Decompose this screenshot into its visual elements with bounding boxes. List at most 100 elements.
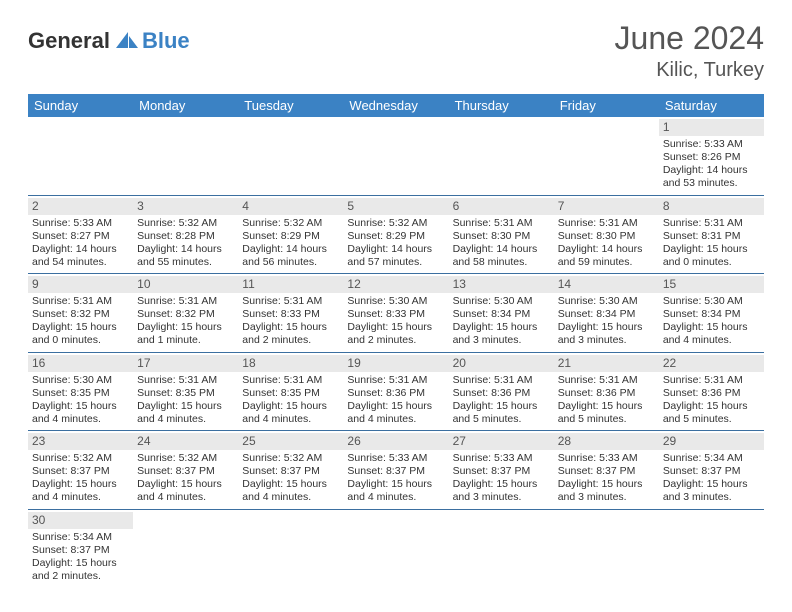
calendar-day-cell (238, 117, 343, 195)
calendar-day-cell: 8 Sunrise: 5:31 AMSunset: 8:31 PMDaylight… (659, 195, 764, 274)
calendar-day-cell: 22 Sunrise: 5:31 AMSunset: 8:36 PMDayligh… (659, 352, 764, 431)
calendar-day-cell: 26Sunrise: 5:33 AMSunset: 8:37 PMDayligh… (343, 431, 448, 510)
calendar-week-row: 16 Sunrise: 5:30 AM Sunset: 8:35 PM Dayligh… (28, 352, 764, 431)
calendar-week-row: 1Sunrise: 5:33 AMSunset: 8:26 PMDaylight… (28, 117, 764, 195)
day-number: 1 (659, 119, 764, 136)
sunrise-text: Sunrise: 5:32 AM (137, 217, 234, 230)
day-number: 28 (554, 433, 659, 450)
sunset-text: Sunset: 8:37 PM (137, 465, 234, 478)
day-number: 8 (659, 198, 764, 215)
sail-icon (114, 30, 140, 50)
sunset-text: Sunset: 8:36 PM (453, 387, 550, 400)
daylight-text: Daylight: 15 hours and 4 minutes. (663, 321, 760, 347)
sunset-text: Sunset: 8:31 PM (663, 230, 760, 243)
calendar-day-cell: 7Sunrise: 5:31 AMSunset: 8:30 PMDaylight… (554, 195, 659, 274)
sunset-text: Sunset: 8:27 PM (32, 230, 129, 243)
day-number: 5 (343, 198, 448, 215)
calendar-day-cell (659, 509, 764, 587)
sunrise-text: Sunrise: 5:31 AM (242, 295, 339, 308)
sunset-text: Sunset: 8:36 PM (347, 387, 444, 400)
daylight-text: Daylight: 14 hours and 57 minutes. (347, 243, 444, 269)
day-number: 9 (28, 276, 133, 293)
sunrise-text: Sunrise: 5:33 AM (347, 452, 444, 465)
day-number: 3 (133, 198, 238, 215)
day-number: 22 (659, 355, 764, 372)
month-title: June 2024 (615, 20, 764, 57)
weekday-header: Thursday (449, 94, 554, 117)
sunset-text: Sunset: 8:37 PM (242, 465, 339, 478)
day-number: 4 (238, 198, 343, 215)
day-number: 16 (28, 355, 133, 372)
daylight-text: Daylight: 14 hours and 56 minutes. (242, 243, 339, 269)
sunset-text: Sunset: 8:33 PM (347, 308, 444, 321)
sunrise-text: Sunrise: 5:30 AM (32, 374, 129, 387)
logo: General Blue (28, 28, 190, 54)
daylight-text: Daylight: 15 hours and 3 minutes. (558, 478, 655, 504)
sunrise-text: Sunrise: 5:30 AM (663, 295, 760, 308)
calendar-day-cell (133, 509, 238, 587)
day-number: 27 (449, 433, 554, 450)
sunset-text: Sunset: 8:34 PM (558, 308, 655, 321)
calendar-day-cell: 21 Sunrise: 5:31 AMSunset: 8:36 PMDayligh… (554, 352, 659, 431)
weekday-header: Sunday (28, 94, 133, 117)
calendar-week-row: 9 Sunrise: 5:31 AM Sunset: 8:32 PM Daylight… (28, 274, 764, 353)
calendar-day-cell: 3Sunrise: 5:32 AMSunset: 8:28 PMDaylight… (133, 195, 238, 274)
day-number: 11 (238, 276, 343, 293)
daylight-text: Daylight: 15 hours and 3 minutes. (453, 478, 550, 504)
sunrise-text: Sunrise: 5:31 AM (663, 374, 760, 387)
sunset-text: Sunset: 8:37 PM (32, 465, 129, 478)
day-number: 19 (343, 355, 448, 372)
sunset-text: Sunset: 8:36 PM (663, 387, 760, 400)
calendar-day-cell: 20Sunrise: 5:31 AMSunset: 8:36 PMDayligh… (449, 352, 554, 431)
day-number: 7 (554, 198, 659, 215)
sunset-text: Sunset: 8:36 PM (558, 387, 655, 400)
daylight-text: Daylight: 15 hours and 4 minutes. (347, 478, 444, 504)
daylight-text: Daylight: 15 hours and 5 minutes. (663, 400, 760, 426)
sunrise-text: Sunrise: 5:31 AM (32, 295, 129, 308)
day-number: 23 (28, 433, 133, 450)
title-block: June 2024 Kilic, Turkey (615, 20, 764, 82)
sunrise-text: Sunrise: 5:30 AM (558, 295, 655, 308)
daylight-text: Daylight: 14 hours and 53 minutes. (663, 164, 760, 190)
day-number: 15 (659, 276, 764, 293)
calendar-week-row: 2Sunrise: 5:33 AMSunset: 8:27 PMDaylight… (28, 195, 764, 274)
calendar-day-cell (133, 117, 238, 195)
day-number: 6 (449, 198, 554, 215)
daylight-text: Daylight: 15 hours and 0 minutes. (663, 243, 760, 269)
daylight-text: Daylight: 15 hours and 4 minutes. (242, 400, 339, 426)
sunrise-text: Sunrise: 5:31 AM (453, 217, 550, 230)
logo-text-general: General (28, 28, 110, 54)
calendar-table: Sunday Monday Tuesday Wednesday Thursday… (28, 94, 764, 587)
daylight-text: Daylight: 15 hours and 0 minutes. (32, 321, 129, 347)
sunset-text: Sunset: 8:32 PM (137, 308, 234, 321)
calendar-day-cell: 18Sunrise: 5:31 AMSunset: 8:35 PMDayligh… (238, 352, 343, 431)
sunset-text: Sunset: 8:35 PM (137, 387, 234, 400)
sunset-text: Sunset: 8:29 PM (347, 230, 444, 243)
sunset-text: Sunset: 8:37 PM (32, 544, 129, 557)
sunrise-text: Sunrise: 5:32 AM (32, 452, 129, 465)
calendar-day-cell (28, 117, 133, 195)
sunrise-text: Sunrise: 5:31 AM (453, 374, 550, 387)
calendar-day-cell: 13Sunrise: 5:30 AMSunset: 8:34 PMDayligh… (449, 274, 554, 353)
sunrise-text: Sunrise: 5:33 AM (453, 452, 550, 465)
sunrise-text: Sunrise: 5:32 AM (137, 452, 234, 465)
day-number: 10 (133, 276, 238, 293)
calendar-day-cell (238, 509, 343, 587)
weekday-header: Wednesday (343, 94, 448, 117)
calendar-day-cell: 10Sunrise: 5:31 AMSunset: 8:32 PMDayligh… (133, 274, 238, 353)
calendar-day-cell: 15Sunrise: 5:30 AMSunset: 8:34 PMDayligh… (659, 274, 764, 353)
day-number: 21 (554, 355, 659, 372)
sunrise-text: Sunrise: 5:31 AM (558, 374, 655, 387)
calendar-day-cell (554, 117, 659, 195)
daylight-text: Daylight: 15 hours and 5 minutes. (558, 400, 655, 426)
weekday-header: Saturday (659, 94, 764, 117)
calendar-week-row: 23Sunrise: 5:32 AMSunset: 8:37 PMDayligh… (28, 431, 764, 510)
calendar-day-cell: 2Sunrise: 5:33 AMSunset: 8:27 PMDaylight… (28, 195, 133, 274)
sunset-text: Sunset: 8:30 PM (558, 230, 655, 243)
day-number: 26 (343, 433, 448, 450)
calendar-day-cell: 6Sunrise: 5:31 AMSunset: 8:30 PMDaylight… (449, 195, 554, 274)
sunrise-text: Sunrise: 5:33 AM (558, 452, 655, 465)
daylight-text: Daylight: 15 hours and 3 minutes. (558, 321, 655, 347)
sunrise-text: Sunrise: 5:31 AM (663, 217, 760, 230)
calendar-day-cell: 4Sunrise: 5:32 AMSunset: 8:29 PMDaylight… (238, 195, 343, 274)
